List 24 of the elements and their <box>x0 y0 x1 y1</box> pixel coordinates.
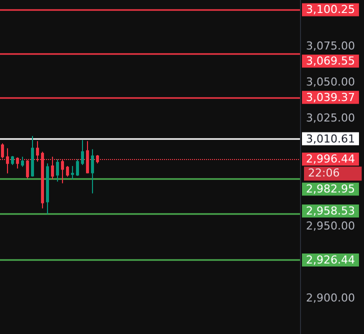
ref-line-label: 3,039.37 <box>306 90 355 104</box>
candlestick <box>91 148 94 194</box>
y-tick-label: 2,900.00 <box>306 292 355 305</box>
text: 22:06 <box>308 166 340 180</box>
y-tick-label: 3,075.00 <box>306 40 355 53</box>
ref-line-label: 2,958.53 <box>306 204 355 218</box>
candlestick <box>11 156 14 166</box>
ref-line-label: 2,996.44 <box>306 152 355 166</box>
ref-line-label: 2,982.95 <box>306 182 355 196</box>
y-tick-label: 3,025.00 <box>306 112 355 125</box>
candlestick <box>81 140 84 166</box>
candlestick <box>21 156 24 168</box>
candlestick <box>76 158 79 176</box>
y-tick-label: 2,950.00 <box>306 220 355 233</box>
ref-line-label: 3,069.55 <box>306 54 355 68</box>
ref-line-label: 2,926.44 <box>306 253 355 266</box>
candlestick <box>71 165 74 180</box>
ref-line-label: 3,100.25 <box>306 3 355 16</box>
candlestick <box>46 162 49 215</box>
ref-line-label: 3,010.61 <box>306 132 355 146</box>
candlestick <box>56 158 59 182</box>
y-tick-label: 3,050.00 <box>306 76 355 89</box>
candlestick <box>66 165 69 178</box>
candlestick <box>31 136 34 178</box>
